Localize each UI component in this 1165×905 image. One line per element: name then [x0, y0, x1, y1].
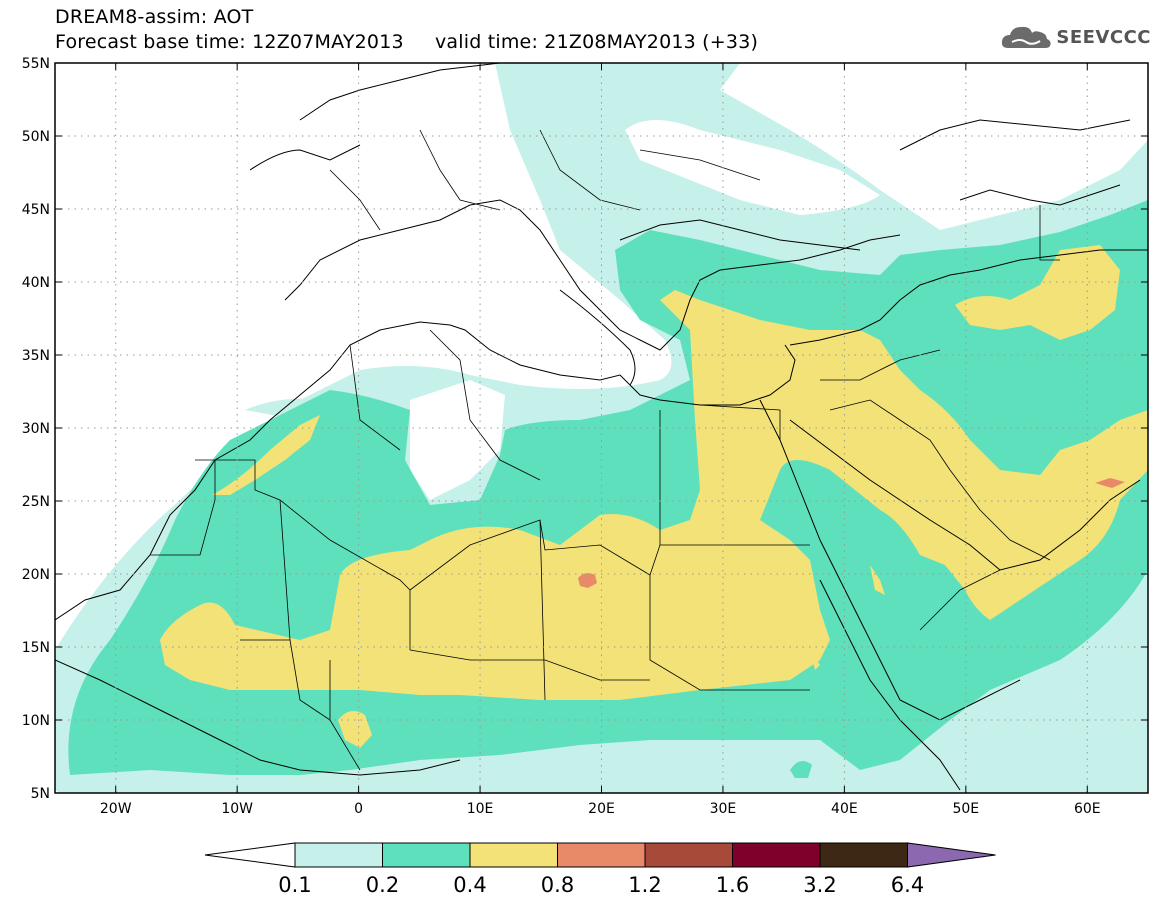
- lat-label: 30N: [22, 421, 50, 437]
- colorbar-level-label: 0.8: [541, 873, 574, 897]
- lat-label: 25N: [22, 494, 50, 510]
- lat-label: 45N: [22, 202, 50, 218]
- cloud-icon: [1002, 26, 1051, 48]
- colorbar-level-label: 3.2: [803, 873, 836, 897]
- lat-label: 35N: [22, 348, 50, 364]
- lat-label: 50N: [22, 129, 50, 145]
- clear-areas: [410, 120, 900, 790]
- lon-label: 20E: [588, 801, 615, 817]
- lon-label: 30E: [710, 801, 737, 817]
- colorbar-bin: [819, 842, 908, 868]
- colorbar-level-label: 1.6: [716, 873, 749, 897]
- graticule: [55, 63, 1148, 793]
- lon-label: 50E: [952, 801, 979, 817]
- lon-label: 20W: [100, 801, 132, 817]
- axis-ticks: [55, 62, 1148, 794]
- colorbar: [204, 842, 996, 868]
- country-borders: [150, 129, 1060, 771]
- colorbar-lower-arrow: [204, 842, 296, 868]
- aot-band-0.8: [578, 478, 1125, 588]
- colorbar-level-label: 1.2: [628, 873, 661, 897]
- colorbar-level-label: 6.4: [891, 873, 924, 897]
- colorbar-bin: [644, 842, 733, 868]
- lat-label: 40N: [22, 275, 50, 291]
- colorbar-bin: [294, 842, 383, 868]
- longitude-labels: 20W 10W 0 10E 20E 30E 40E 50E 60E: [100, 801, 1101, 817]
- lat-label: 10N: [22, 713, 50, 729]
- lat-label: 20N: [22, 567, 50, 583]
- coastlines: [55, 63, 1148, 791]
- lat-label: 55N: [22, 56, 50, 72]
- colorbar-bin: [469, 842, 558, 868]
- lon-label: 10W: [221, 801, 253, 817]
- forecast-times: Forecast base time: 12Z07MAY2013 valid t…: [55, 31, 759, 53]
- latitude-labels: 5N 10N 15N 20N 25N 30N 35N 40N 45N 50N 55N: [22, 56, 50, 802]
- colorbar-upper-arrow: [907, 842, 996, 868]
- lon-label: 40E: [831, 801, 858, 817]
- aot-band-0.4: [160, 245, 1148, 748]
- colorbar-level-label: 0.1: [278, 873, 311, 897]
- lon-label: 0: [354, 801, 363, 817]
- logo-text: SEEVCCC: [1056, 26, 1151, 48]
- colorbar-level-label: 0.2: [366, 873, 399, 897]
- lon-label: 60E: [1074, 801, 1101, 817]
- lat-label: 15N: [22, 640, 50, 656]
- colorbar-level-label: 0.4: [453, 873, 486, 897]
- lon-label: 10E: [467, 801, 494, 817]
- lat-label: 5N: [31, 786, 50, 802]
- colorbar-bin: [382, 842, 471, 868]
- seevccc-logo: SEEVCCC: [1000, 22, 1151, 52]
- colorbar-labels: 0.1 0.2 0.4 0.8 1.2 1.6 3.2 6.4: [278, 873, 924, 897]
- colorbar-bin: [732, 842, 821, 868]
- colorbar-bin: [557, 842, 646, 868]
- map-title: DREAM8-assim: AOT: [55, 6, 254, 28]
